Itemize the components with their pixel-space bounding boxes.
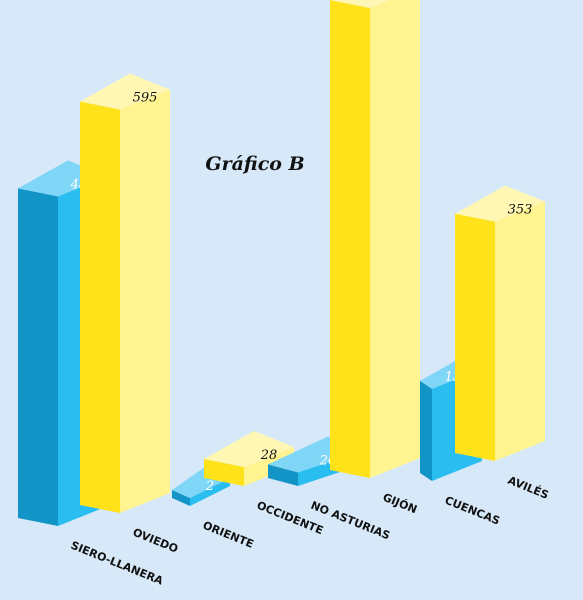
bar-top-face [204,431,294,468]
bar-side-face [370,0,420,478]
category-label: AVILÉS [506,474,551,502]
bar-top-face [330,0,390,8]
category-label: GIJÓN [381,491,419,516]
category-label: CUENCAS [443,494,502,528]
bar-side-face [120,89,170,513]
bar-front-face [80,101,120,513]
category-label: NO ASTURIAS [309,499,392,543]
bar [80,73,170,513]
data-label: 2 [205,479,214,494]
bar-front-face [204,459,244,486]
bar-top-face [455,185,545,222]
category-label: SIERO-LLANERA [69,539,166,588]
bar-top-face [80,73,170,110]
bar-side-face [190,478,230,506]
bar-front-face [18,188,58,526]
bar-side-face [495,201,545,462]
bar-front-face [268,464,298,486]
data-label: 595 [133,91,158,106]
category-label: ORIENTE [201,519,256,551]
bar [330,0,420,478]
bar-front-face [455,213,495,461]
bar [455,185,545,462]
bar-front-face [330,0,370,478]
bar-front-face [172,490,190,506]
data-label: 28 [260,448,278,463]
bar-front-face [420,380,432,481]
bars-group: 48659522820693136353 [18,0,545,526]
category-label: OVIEDO [131,526,180,556]
chart-title: Gráfico B [205,153,304,175]
data-label: 693 [383,0,408,4]
data-label: 353 [508,203,533,218]
